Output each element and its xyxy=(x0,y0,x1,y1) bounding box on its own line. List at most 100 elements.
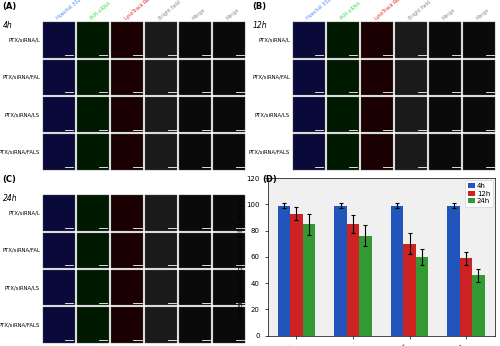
Bar xyxy=(76,134,108,170)
Bar xyxy=(391,206,404,336)
Text: 4h: 4h xyxy=(2,21,12,30)
Bar xyxy=(110,270,143,306)
Bar xyxy=(42,195,74,231)
Text: PTX/siRNA/LS: PTX/siRNA/LS xyxy=(5,112,40,117)
Bar xyxy=(360,134,392,170)
Text: PTX/siRNA/L: PTX/siRNA/L xyxy=(8,38,40,43)
Bar xyxy=(110,233,143,268)
Bar xyxy=(290,213,302,336)
Text: PTX/siRNA/FAL: PTX/siRNA/FAL xyxy=(2,248,40,253)
Bar xyxy=(463,22,495,58)
Bar xyxy=(110,22,143,58)
Bar xyxy=(416,257,428,336)
Bar xyxy=(179,307,211,343)
Bar xyxy=(278,206,290,336)
Bar xyxy=(292,60,324,95)
Bar xyxy=(145,97,177,133)
Bar xyxy=(429,134,461,170)
Bar xyxy=(179,60,211,95)
Text: PTX/siRNA/FALS: PTX/siRNA/FALS xyxy=(0,322,40,327)
Bar xyxy=(429,97,461,133)
Bar xyxy=(110,60,143,95)
Bar xyxy=(42,134,74,170)
Bar xyxy=(179,195,211,231)
Bar xyxy=(359,236,372,336)
Text: 12h: 12h xyxy=(252,21,267,30)
Text: PTX/siRNA/L: PTX/siRNA/L xyxy=(258,38,290,43)
Text: (C): (C) xyxy=(2,175,16,184)
Text: Hoechst 33258: Hoechst 33258 xyxy=(56,0,87,21)
Bar xyxy=(463,97,495,133)
Bar xyxy=(76,270,108,306)
Bar xyxy=(213,134,245,170)
Bar xyxy=(145,195,177,231)
Bar xyxy=(472,275,484,336)
Text: (B): (B) xyxy=(252,2,266,11)
Text: PTX/siRNA/FALS: PTX/siRNA/FALS xyxy=(0,149,40,154)
Bar xyxy=(292,134,324,170)
Bar xyxy=(334,206,347,336)
Bar xyxy=(213,60,245,95)
Bar xyxy=(213,233,245,268)
Bar xyxy=(326,134,358,170)
Bar xyxy=(76,60,108,95)
Bar xyxy=(463,60,495,95)
Bar xyxy=(326,22,358,58)
Bar xyxy=(404,244,415,336)
Bar xyxy=(360,97,392,133)
Bar xyxy=(42,270,74,306)
Text: PTX/siRNA/LS: PTX/siRNA/LS xyxy=(255,112,290,117)
Bar xyxy=(213,195,245,231)
Text: FAM-siRNA: FAM-siRNA xyxy=(90,0,112,21)
Text: Bright field: Bright field xyxy=(158,0,182,21)
Text: PTX/siRNA/FALS: PTX/siRNA/FALS xyxy=(249,149,290,154)
Text: PTX/siRNA/L: PTX/siRNA/L xyxy=(8,211,40,216)
Bar xyxy=(429,60,461,95)
Bar xyxy=(429,22,461,58)
Bar xyxy=(360,22,392,58)
Text: Merge: Merge xyxy=(226,7,240,21)
Bar xyxy=(213,270,245,306)
Bar xyxy=(360,60,392,95)
Bar xyxy=(145,233,177,268)
Bar xyxy=(42,233,74,268)
Bar xyxy=(460,258,472,336)
Bar xyxy=(179,233,211,268)
Bar xyxy=(395,22,427,58)
Bar xyxy=(42,307,74,343)
Text: (A): (A) xyxy=(2,2,17,11)
Text: Bright field: Bright field xyxy=(408,0,432,21)
Bar xyxy=(395,97,427,133)
Bar xyxy=(110,97,143,133)
Bar xyxy=(326,60,358,95)
Bar xyxy=(179,22,211,58)
Bar xyxy=(326,97,358,133)
Y-axis label: Green pixels colocalize with red (%): Green pixels colocalize with red (%) xyxy=(237,194,244,320)
Bar xyxy=(347,224,359,336)
Bar xyxy=(76,307,108,343)
Bar xyxy=(145,134,177,170)
Bar xyxy=(145,22,177,58)
Bar xyxy=(179,134,211,170)
Bar xyxy=(213,307,245,343)
Legend: 4h, 12h, 24h: 4h, 12h, 24h xyxy=(465,180,493,207)
Bar xyxy=(302,224,315,336)
Bar xyxy=(463,134,495,170)
Bar xyxy=(76,97,108,133)
Text: Merge: Merge xyxy=(476,7,490,21)
Text: PTX/siRNA/FAL: PTX/siRNA/FAL xyxy=(2,75,40,80)
Bar xyxy=(448,206,460,336)
Bar xyxy=(395,60,427,95)
Bar xyxy=(145,60,177,95)
Bar xyxy=(42,22,74,58)
Text: PTX/siRNA/FAL: PTX/siRNA/FAL xyxy=(252,75,290,80)
Text: Merge: Merge xyxy=(442,7,456,21)
Bar xyxy=(145,307,177,343)
Text: PTX/siRNA/LS: PTX/siRNA/LS xyxy=(5,285,40,290)
Bar xyxy=(292,97,324,133)
Bar xyxy=(292,22,324,58)
Text: LysoTrack Red: LysoTrack Red xyxy=(124,0,153,21)
Text: FAM-siRNA: FAM-siRNA xyxy=(340,0,362,21)
Bar xyxy=(110,134,143,170)
Bar xyxy=(213,22,245,58)
